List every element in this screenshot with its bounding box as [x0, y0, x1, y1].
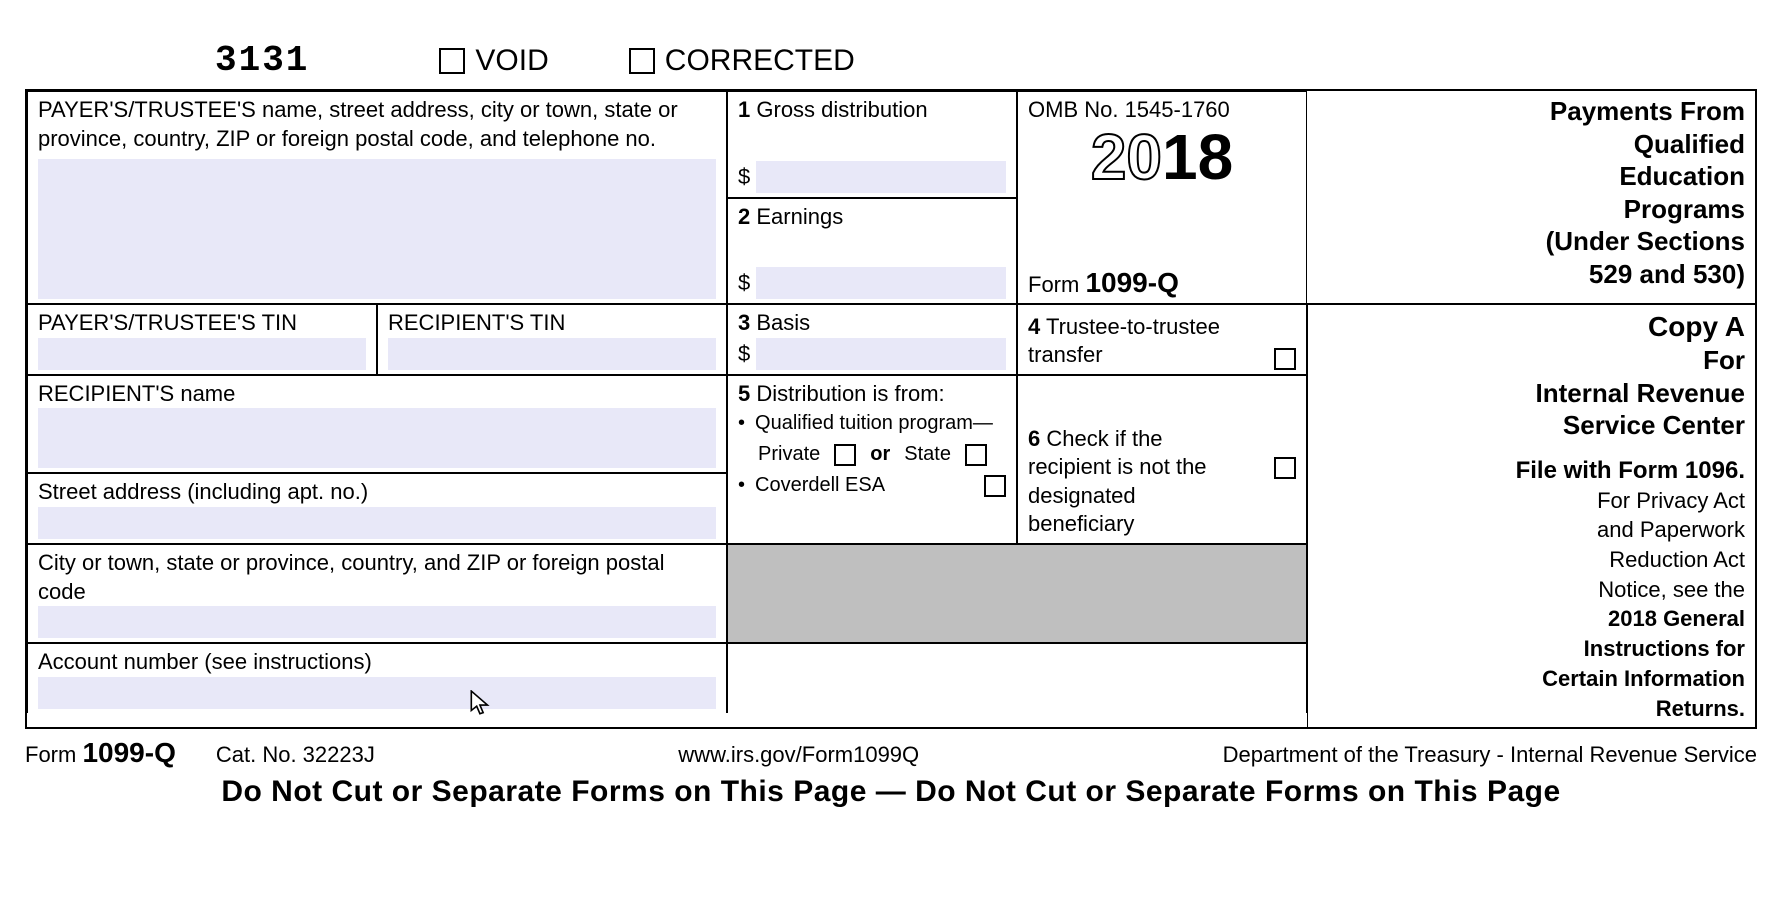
box3-num: 3	[738, 310, 750, 335]
account-number-input[interactable]	[38, 677, 716, 709]
box5-label: Distribution is from:	[756, 381, 944, 406]
city-cell: City or town, state or province, country…	[27, 544, 727, 643]
copy-a-priv5: 2018 General	[1318, 604, 1745, 634]
payer-tin-input[interactable]	[38, 338, 366, 370]
box3-cell: 3 Basis $	[727, 304, 1017, 375]
form-title-cell: Payments From Qualified Education Progra…	[1307, 91, 1755, 304]
box4-cell: 4 Trustee-to-trustee transfer	[1017, 304, 1307, 375]
box4-num: 4	[1028, 314, 1040, 339]
recipient-tin-input[interactable]	[388, 338, 716, 370]
box6-label: Check if the recipient is not the design…	[1028, 426, 1207, 537]
recipient-name-cell: RECIPIENT'S name	[27, 375, 727, 474]
account-number-label: Account number (see instructions)	[38, 648, 716, 677]
copy-a-priv6: Instructions for	[1318, 634, 1745, 664]
payer-name-address-cell: PAYER'S/TRUSTEE'S name, street address, …	[27, 91, 727, 304]
city-input[interactable]	[38, 606, 716, 638]
street-address-label: Street address (including apt. no.)	[38, 478, 716, 507]
box5-coverdell-checkbox[interactable]	[984, 475, 1006, 497]
corrected-label: CORRECTED	[665, 44, 855, 78]
box6-num: 6	[1028, 426, 1040, 451]
copy-a-priv4: Notice, see the	[1318, 575, 1745, 605]
recipient-name-label: RECIPIENT'S name	[38, 380, 716, 409]
copy-a-file: File with Form 1096.	[1318, 456, 1745, 486]
form-code: 1099-Q	[1085, 267, 1178, 298]
copy-a-title: Copy A	[1318, 309, 1745, 344]
footer-cat: Cat. No. 32223J	[216, 742, 375, 768]
box2-cell: 2 Earnings $	[727, 198, 1017, 305]
box5-coverdell: Coverdell ESA	[755, 474, 885, 497]
box5-state-checkbox[interactable]	[965, 444, 987, 466]
box3-label: Basis	[756, 310, 810, 335]
corrected-checkbox[interactable]	[629, 48, 655, 74]
box2-num: 2	[738, 204, 750, 229]
recipient-tin-label: RECIPIENT'S TIN	[388, 309, 716, 338]
form-grid: PAYER'S/TRUSTEE'S name, street address, …	[25, 89, 1757, 729]
box6-checkbox[interactable]	[1274, 457, 1296, 479]
corrected-option: CORRECTED	[629, 44, 855, 78]
copy-a-cell: Copy A For Internal Revenue Service Cent…	[1307, 304, 1755, 727]
box2-label: Earnings	[756, 204, 843, 229]
copy-a-irs2: Service Center	[1318, 409, 1745, 442]
year-bold: 18	[1162, 121, 1233, 193]
copy-a-for: For	[1318, 344, 1745, 377]
box1-cell: 1 Gross distribution $	[727, 91, 1017, 198]
box1-num: 1	[738, 97, 750, 122]
tin-row: PAYER'S/TRUSTEE'S TIN RECIPIENT'S TIN	[27, 304, 727, 375]
recipient-name-input[interactable]	[38, 408, 716, 468]
copy-a-priv7: Certain Information	[1318, 664, 1745, 694]
cursor-icon	[470, 690, 492, 718]
box2-input[interactable]	[756, 267, 1006, 299]
footer-dept: Department of the Treasury - Internal Re…	[1223, 742, 1757, 768]
form-word: Form	[1028, 272, 1079, 297]
void-option: VOID	[439, 44, 548, 78]
void-checkbox[interactable]	[439, 48, 465, 74]
do-not-cut-warning: Do Not Cut or Separate Forms on This Pag…	[25, 775, 1757, 809]
street-address-cell: Street address (including apt. no.)	[27, 473, 727, 544]
street-address-input[interactable]	[38, 507, 716, 539]
footer-url: www.irs.gov/Form1099Q	[678, 742, 919, 768]
footer-form: Form 1099-Q	[25, 737, 176, 769]
form-title: Payments From Qualified Education Progra…	[1317, 95, 1745, 290]
payer-name-address-label: PAYER'S/TRUSTEE'S name, street address, …	[38, 96, 716, 153]
box1-label: Gross distribution	[756, 97, 927, 122]
box4-checkbox[interactable]	[1274, 348, 1296, 370]
box1-dollar: $	[738, 164, 750, 190]
box5-qtp: Qualified tuition program—	[755, 412, 993, 435]
year-outline: 20	[1091, 121, 1162, 193]
box3-dollar: $	[738, 341, 750, 367]
empty-cell	[727, 643, 1307, 713]
box4-label: Trustee-to-trustee transfer	[1028, 314, 1220, 368]
copy-a-priv2: and Paperwork	[1318, 515, 1745, 545]
box5-or: or	[870, 443, 890, 466]
copy-a-priv8: Returns.	[1318, 694, 1745, 724]
box3-input[interactable]	[756, 338, 1006, 370]
box6-cell: 6 Check if the recipient is not the desi…	[1017, 375, 1307, 544]
box2-dollar: $	[738, 270, 750, 296]
copy-a-irs1: Internal Revenue	[1318, 377, 1745, 410]
box1-input[interactable]	[756, 161, 1006, 193]
top-checkbox-row: 3131 VOID CORRECTED	[215, 40, 1757, 81]
payer-name-address-input[interactable]	[38, 159, 716, 299]
void-label: VOID	[475, 44, 548, 78]
account-number-cell: Account number (see instructions)	[27, 643, 727, 713]
omb-year-cell: OMB No. 1545-1760 2018 Form 1099-Q	[1017, 91, 1307, 304]
form-number-top: 3131	[215, 40, 309, 81]
box5-cell: 5 Distribution is from: • Qualified tuit…	[727, 375, 1017, 544]
city-label: City or town, state or province, country…	[38, 549, 716, 606]
copy-a-priv3: Reduction Act	[1318, 545, 1745, 575]
box5-private-checkbox[interactable]	[834, 444, 856, 466]
form-1099q-line: Form 1099-Q	[1028, 267, 1296, 299]
footer-row: Form 1099-Q Cat. No. 32223J www.irs.gov/…	[25, 737, 1757, 769]
gray-block	[727, 544, 1307, 643]
box5-private-label: Private	[758, 443, 820, 466]
box5-state-label: State	[904, 443, 951, 466]
payer-tin-label: PAYER'S/TRUSTEE'S TIN	[38, 309, 366, 338]
box5-num: 5	[738, 381, 750, 406]
copy-a-priv1: For Privacy Act	[1318, 486, 1745, 516]
tax-year: 2018	[1028, 125, 1296, 189]
